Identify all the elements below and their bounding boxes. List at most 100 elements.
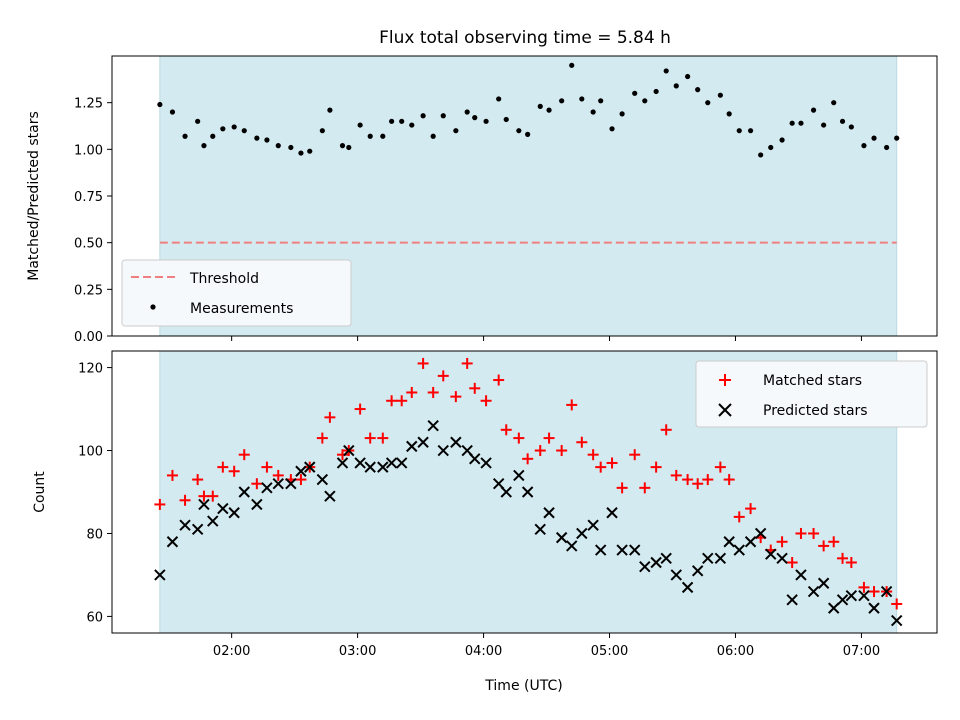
matched-star-point	[417, 357, 429, 369]
matched-star-point	[660, 424, 672, 436]
predicted-star-point	[500, 486, 512, 498]
predicted-star-point	[228, 507, 240, 519]
predicted-star-point	[868, 602, 880, 614]
matched-star-point	[324, 411, 336, 423]
bottom-y-axis: 60 80 100 120	[78, 362, 112, 625]
predicted-star-point	[406, 440, 418, 453]
matched-star-point	[154, 498, 166, 510]
predicted-star-point	[395, 457, 408, 469]
measurement-point	[779, 137, 785, 143]
measurement-point	[327, 107, 333, 113]
measurement-point	[399, 118, 405, 124]
predicted-star-point	[714, 552, 727, 565]
measurement-point	[894, 135, 900, 141]
legend-threshold-label: Threshold	[189, 271, 259, 287]
predicted-star-point	[880, 585, 893, 598]
measurement-point	[430, 133, 436, 139]
matched-star-point	[238, 449, 250, 461]
measurement-point	[632, 90, 638, 96]
matched-star-point	[354, 403, 366, 415]
predicted-stars-series	[154, 419, 903, 627]
measurement-point	[275, 143, 281, 149]
matched-star-point	[522, 453, 534, 465]
measurement-point	[157, 101, 163, 108]
y-tick-label: 80	[86, 527, 103, 542]
matched-star-point	[837, 552, 849, 564]
measurement-point	[241, 128, 247, 134]
matched-star-point	[723, 474, 735, 486]
predicted-star-point	[587, 519, 599, 531]
predicted-star-point	[316, 473, 329, 486]
matched-star-point	[587, 449, 599, 461]
measurement-point	[537, 103, 543, 109]
matched-star-point	[500, 424, 512, 436]
y-tick-label: 0.00	[74, 330, 103, 345]
matched-star-point	[228, 465, 240, 477]
measurement-point	[220, 126, 226, 132]
measurement-point	[821, 122, 827, 128]
top-legend-box	[121, 259, 352, 327]
predicted-star-point	[795, 569, 807, 581]
y-tick-label: 100	[78, 445, 103, 460]
matched-star-point	[437, 370, 449, 382]
y-tick-label: 60	[86, 610, 103, 625]
matched-star-point	[295, 474, 307, 486]
matched-star-point	[845, 557, 857, 568]
measurement-point	[525, 131, 531, 137]
matched-star-point	[192, 474, 204, 486]
predicted-star-point	[521, 486, 534, 498]
measurement-point	[609, 126, 615, 132]
measurements-series	[157, 62, 900, 158]
predicted-star-point	[480, 457, 492, 469]
predicted-star-point	[295, 465, 307, 477]
matched-star-point	[217, 461, 229, 473]
predicted-star-point	[304, 461, 316, 473]
x-axis-title: Time (UTC)	[484, 678, 562, 694]
matched-star-point	[714, 461, 726, 473]
matched-star-point	[745, 503, 757, 515]
measurement-point	[453, 128, 459, 134]
measurement-point	[264, 137, 270, 143]
measurement-point	[346, 144, 352, 151]
measurement-point	[169, 109, 176, 115]
measurement-point	[288, 144, 294, 151]
matched-star-point	[566, 399, 578, 411]
predicted-star-point	[166, 536, 179, 548]
predicted-star-point	[469, 453, 481, 465]
legend-measurements-label: Measurements	[190, 301, 293, 317]
measurement-point	[409, 122, 415, 128]
matched-star-point	[795, 527, 807, 539]
legend-matched-label: Matched stars	[763, 373, 862, 389]
predicted-star-point	[807, 585, 820, 598]
predicted-star-point	[364, 461, 376, 473]
measurement-point	[182, 133, 188, 139]
top-panel: 0.00 0.25 0.50 0.75 1.00 1.25 Matched/Predict…	[26, 55, 938, 345]
matched-star-point	[543, 432, 555, 444]
matched-star-point	[406, 386, 418, 398]
measurement-point	[642, 98, 648, 104]
predicted-star-point	[639, 560, 651, 573]
matched-star-point	[364, 432, 376, 444]
measurement-point	[747, 128, 754, 134]
measurement-point	[195, 118, 201, 124]
measurement-point	[569, 62, 575, 68]
legend-predicted-label: Predicted stars	[763, 403, 868, 419]
measurement-point	[653, 88, 659, 95]
x-tick-label: 04:00	[465, 644, 502, 659]
predicted-star-point	[207, 515, 219, 527]
matched-star-point	[828, 536, 840, 548]
predicted-star-point	[191, 523, 204, 536]
measurement-point	[319, 128, 325, 134]
top-legend: Threshold Measurements	[121, 259, 352, 327]
predicted-star-point	[702, 552, 714, 565]
measurement-point	[254, 135, 260, 141]
x-tick-label: 05:00	[591, 644, 628, 659]
predicted-star-point	[691, 565, 704, 577]
y-tick-label: 1.00	[74, 143, 103, 158]
measurement-point	[705, 100, 711, 106]
bottom-legend-box	[695, 360, 928, 428]
matched-star-point	[251, 478, 263, 490]
predicted-star-point	[660, 552, 672, 565]
matched-stars-series	[154, 357, 903, 610]
